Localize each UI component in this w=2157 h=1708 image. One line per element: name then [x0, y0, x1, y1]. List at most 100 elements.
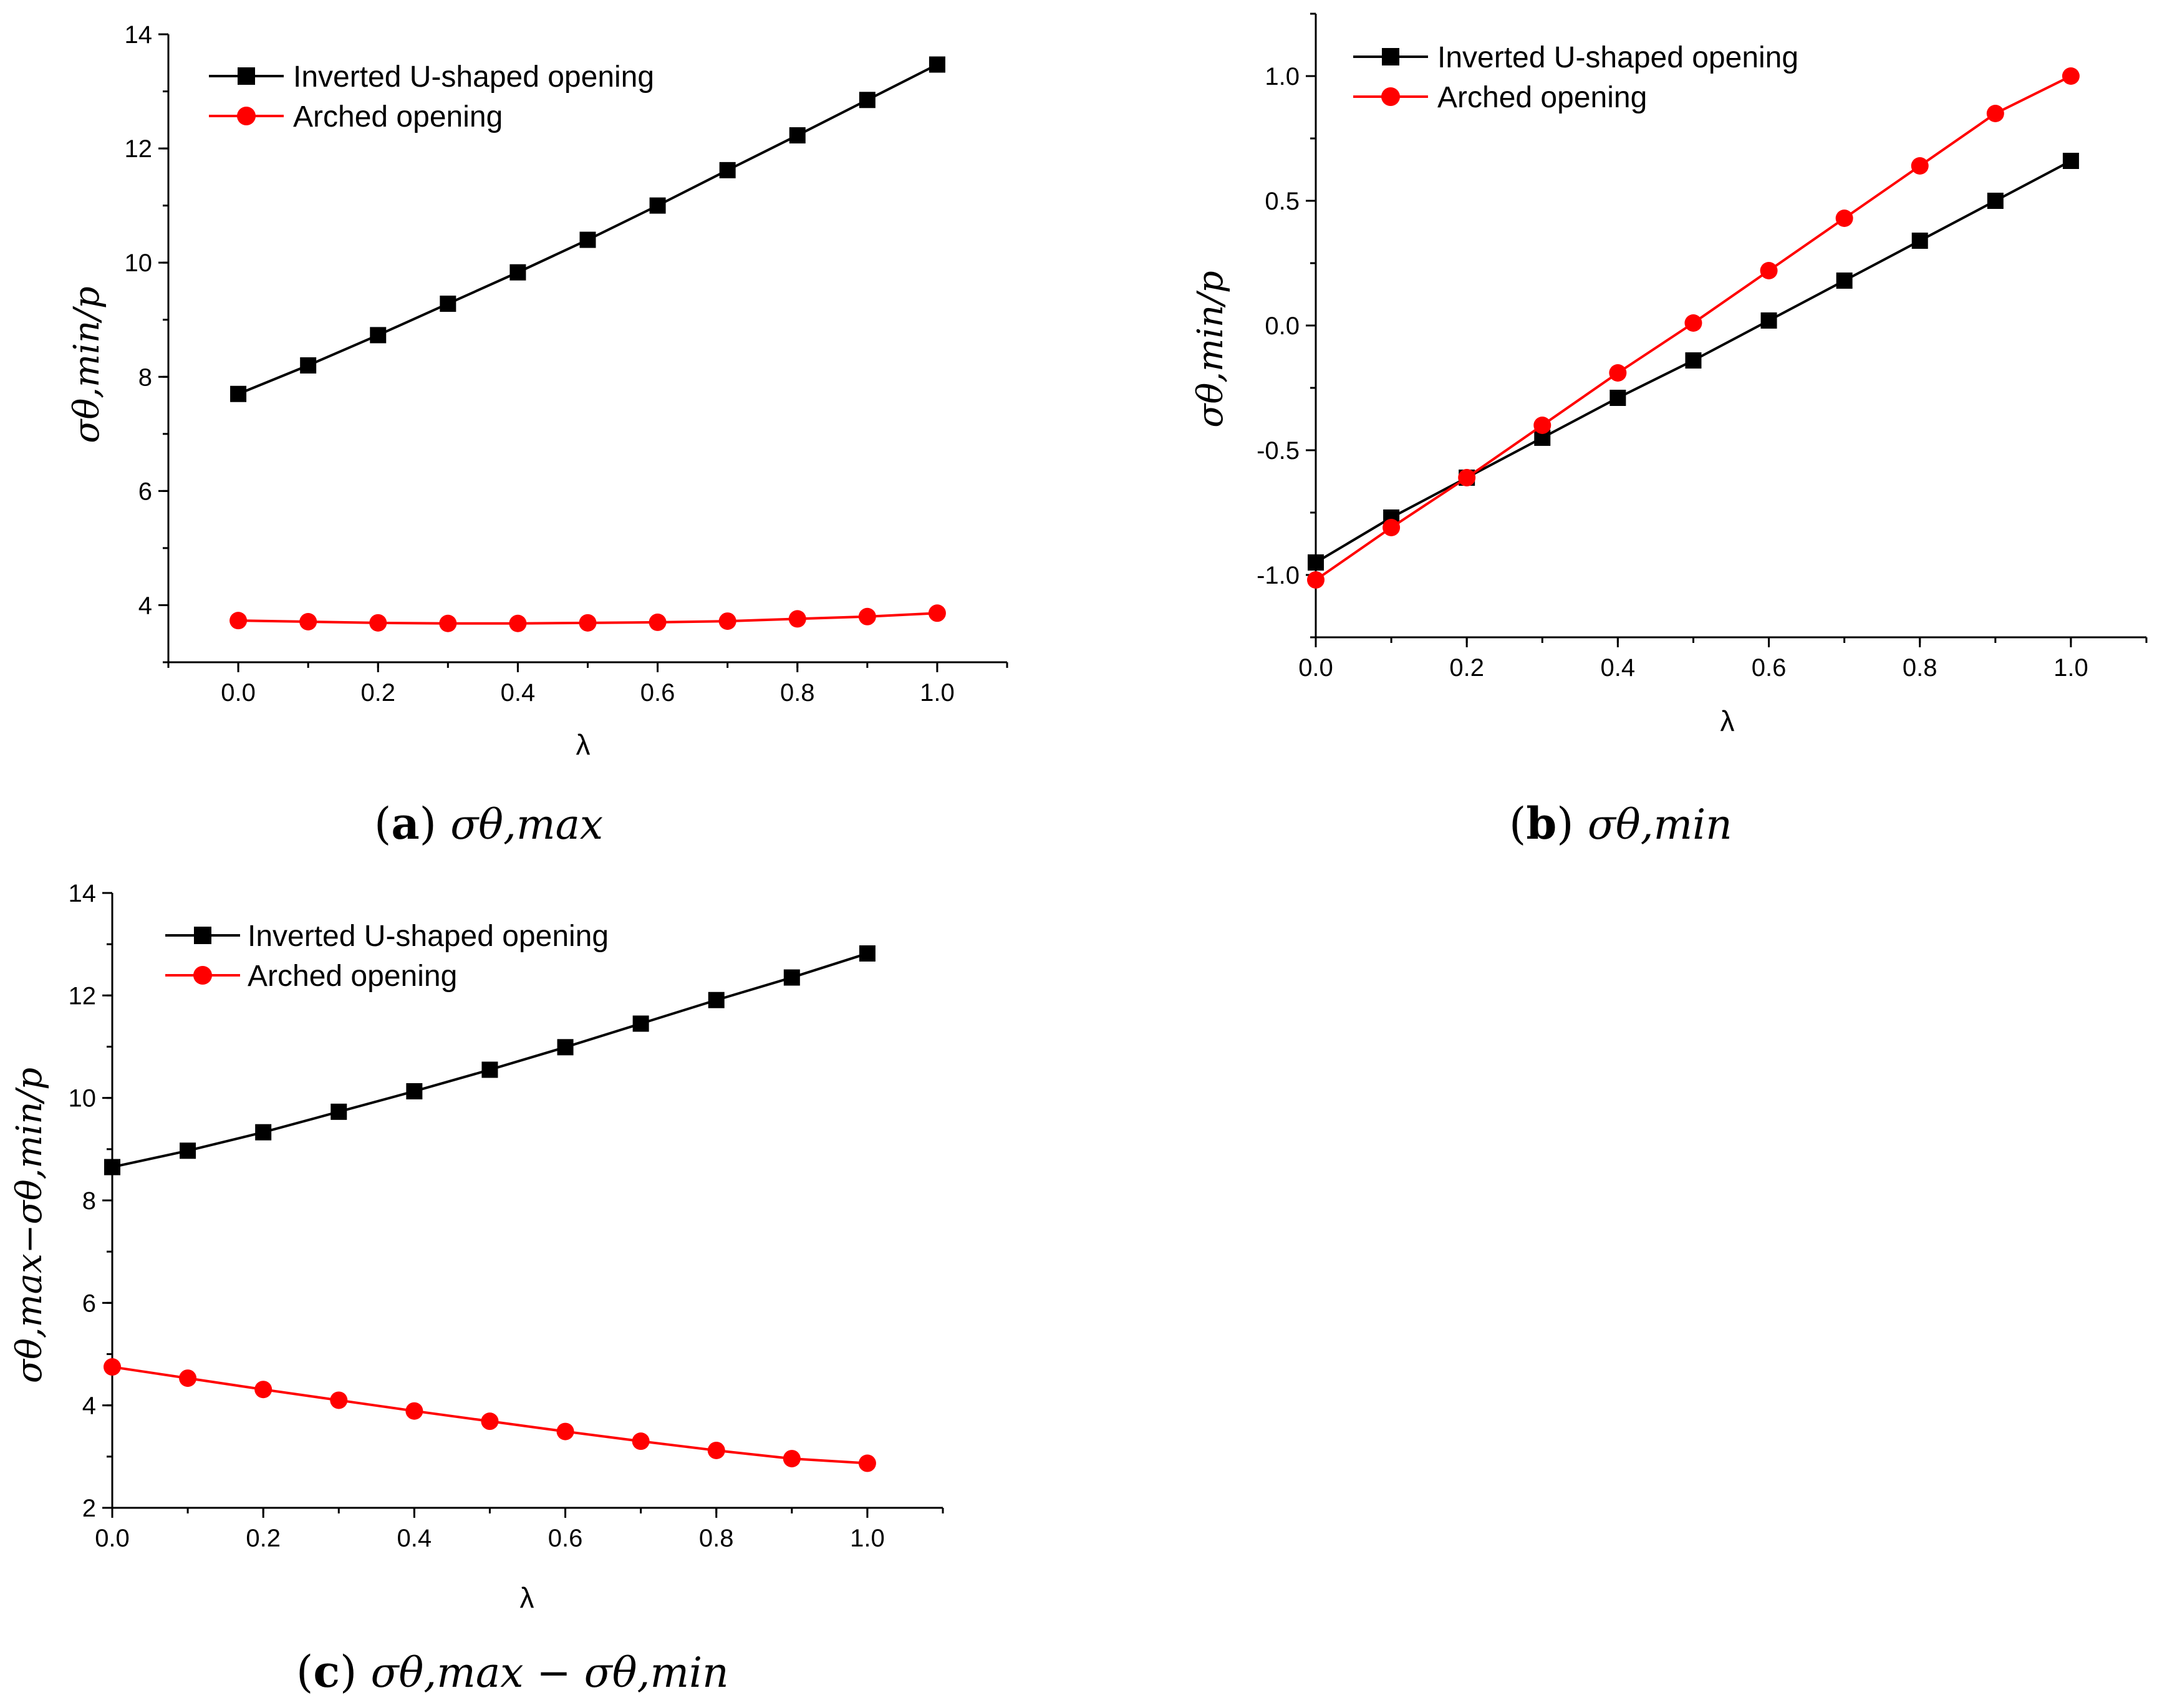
panel-c-y-tick-label: 14: [69, 880, 97, 907]
panel-b-series-1-point: [1307, 571, 1325, 589]
panel-c-series-1-point: [254, 1381, 273, 1399]
panel-a-legend: Inverted U-shaped opening Arched opening: [209, 60, 654, 133]
panel-a-x-tick-label: 0.6: [640, 679, 675, 707]
panel-b-x-tick-label: 0.8: [1903, 654, 1937, 682]
panel-c-x-tick-label: 0.8: [699, 1525, 734, 1552]
panel-a-legend-marker-inverted-u: [238, 67, 255, 85]
panel-b-legend-marker-inverted-u: [1382, 48, 1399, 65]
panel-b-series-1-point: [1835, 210, 1853, 227]
panel-b-y-axis-title: σθ,min/p: [1190, 271, 1231, 428]
panel-b-series-1-point: [1986, 105, 2004, 122]
panel-a-series-0-point: [579, 231, 596, 248]
panel-b-caption-text: (b) σθ,min: [1509, 798, 1732, 849]
panel-a-series-0-point: [440, 296, 456, 312]
panel-b-caption: (b) σθ,min: [1509, 798, 1732, 849]
panel-c-caption-label: c: [313, 1646, 340, 1697]
panel-c-series-line-0: [112, 952, 868, 1169]
panel-c-y-tick-label: 8: [82, 1187, 96, 1215]
panel-a-x-tick-label: 1.0: [920, 679, 955, 707]
panel-a-series-1-point: [928, 604, 946, 622]
panel-a-x-tick-label: 0.2: [360, 679, 395, 707]
panel-a-caption-open-paren: (: [374, 798, 391, 849]
panel-c-plot-area: 0.0 0.2 0.4 0.6 0.8 1.0 2 4 6 8 10 12 14: [69, 880, 944, 1552]
panel-c-series-1-point: [481, 1412, 499, 1431]
panel-b-x-axis-title: λ: [1720, 705, 1735, 737]
panel-a-y-tick-label: 10: [125, 249, 153, 277]
panel-c-legend: Inverted U-shaped opening Arched opening: [165, 920, 609, 993]
panel-c-y-axis-title: σθ,max−σθ,min/p: [9, 1068, 50, 1383]
panel-a-plot-area: 0.0 0.2 0.4 0.6 0.8 1.0 4 6 8 10 12 14: [125, 21, 1008, 707]
panel-a-series-1-point: [229, 612, 248, 630]
panel-c-series-0-point: [481, 1061, 498, 1078]
panel-b-series-0-point: [1609, 390, 1626, 406]
panel-a-caption-math: σθ,max: [450, 801, 603, 849]
panel-b-caption-close-paren: ): [1556, 798, 1588, 849]
panel-c-series-1-point: [330, 1391, 348, 1409]
panel-a-series-0-point: [929, 56, 945, 73]
panel-a-series-1-point: [718, 612, 736, 630]
panel-c-series-0-point: [255, 1124, 272, 1141]
panel-a-y-axis-title: σθ,min/p: [67, 286, 107, 443]
panel-c-series-0-point: [783, 969, 800, 986]
panel-a-caption-label: a: [391, 798, 419, 849]
panel-a-legend-marker-arched: [237, 107, 256, 125]
panel-c-series-1-point: [707, 1441, 725, 1459]
panel-a-series-1-point: [369, 614, 387, 632]
panel-b-series-1-point: [1760, 262, 1778, 279]
panel-a-series-1-point: [299, 613, 317, 631]
panel-b-series-1-point: [1458, 469, 1476, 486]
panel-b-legend: Inverted U-shaped opening Arched opening: [1353, 41, 1798, 114]
panel-b-series-1-point: [1533, 417, 1551, 434]
panel-b-series-0-point: [1911, 233, 1928, 249]
panel-a-series-1-point: [649, 613, 667, 631]
panel-c-series-1-point: [179, 1369, 197, 1387]
panel-c-series-1-point: [104, 1358, 121, 1376]
panel-b-y-tick-label: -0.5: [1257, 437, 1300, 465]
panel-b-legend-label-inverted-u: Inverted U-shaped opening: [1437, 41, 1798, 74]
panel-a-series-0-point: [649, 197, 666, 214]
panel-c-series-1-point: [858, 1454, 876, 1472]
panel-a-x-tick-label: 0.4: [501, 679, 536, 707]
panel-c-x-tick-label: 0.6: [548, 1525, 583, 1552]
panel-c-x-tick-label: 0.0: [95, 1525, 130, 1552]
panel-b-series-1-point: [2062, 67, 2080, 85]
panel-b-y-axis-title-group: σθ,min/p: [1190, 271, 1231, 428]
panel-b-series-0-point: [1836, 273, 1853, 289]
panel-b-y-tick-label: -1.0: [1257, 562, 1300, 589]
panel-c-chart: 0.0 0.2 0.4 0.6 0.8 1.0 2 4 6 8 10 12 14 Inverted U-…: [9, 880, 944, 1697]
panel-b-y-tick-label: 0.0: [1265, 312, 1300, 340]
panel-a-y-tick-label: 4: [138, 592, 152, 619]
panel-c-y-tick-label: 4: [82, 1392, 96, 1420]
panel-a-y-tick-label: 12: [125, 135, 153, 163]
panel-b-x-tick-label: 0.2: [1449, 654, 1484, 682]
panel-c-x-tick-label: 1.0: [850, 1525, 885, 1552]
panel-a-x-tick-label: 0.8: [780, 679, 815, 707]
panel-c-series-0-point: [180, 1142, 196, 1159]
panel-c-series-0-point: [557, 1039, 574, 1056]
panel-a-legend-label-inverted-u: Inverted U-shaped opening: [293, 60, 654, 94]
panel-a-x-tick-label: 0.0: [221, 679, 256, 707]
panel-a-series-0-point: [300, 357, 317, 374]
panel-b-caption-open-paren: (: [1509, 798, 1526, 849]
panel-b-chart: 0.0 0.2 0.4 0.6 0.8 1.0 -1.0 -0.5 0.0 0.5 1.0 Inve…: [1190, 12, 2148, 849]
panel-c-series-0-point: [331, 1103, 347, 1120]
panel-a-caption-text: (a) σθ,max: [374, 798, 603, 849]
panel-c-legend-label-inverted-u: Inverted U-shaped opening: [248, 920, 609, 953]
panel-c-series-1-point: [783, 1450, 801, 1468]
panel-c-caption-math: σθ,max − σθ,min: [371, 1649, 729, 1697]
panel-c-series-0-point: [708, 992, 725, 1008]
panel-c-legend-marker-arched: [193, 966, 212, 985]
panel-c-caption-open-paren: (: [296, 1646, 313, 1697]
panel-c-series-0-point: [859, 945, 876, 962]
panel-c-y-tick-label: 10: [69, 1085, 97, 1112]
panel-b-x-tick-label: 0.0: [1298, 654, 1333, 682]
panel-a-series-0-point: [859, 92, 876, 109]
panel-b-legend-label-arched: Arched opening: [1437, 81, 1647, 114]
panel-b-plot-area: 0.0 0.2 0.4 0.6 0.8 1.0 -1.0 -0.5 0.0 0.5 1.0: [1257, 12, 2148, 682]
panel-b-x-tick-label: 1.0: [2053, 654, 2088, 682]
panel-a-caption-close-paren: ): [420, 798, 451, 849]
panel-a-series-1-point: [579, 614, 597, 632]
panel-b-y-tick-label: 1.0: [1265, 63, 1300, 90]
panel-a-y-tick-label: 8: [138, 364, 152, 391]
